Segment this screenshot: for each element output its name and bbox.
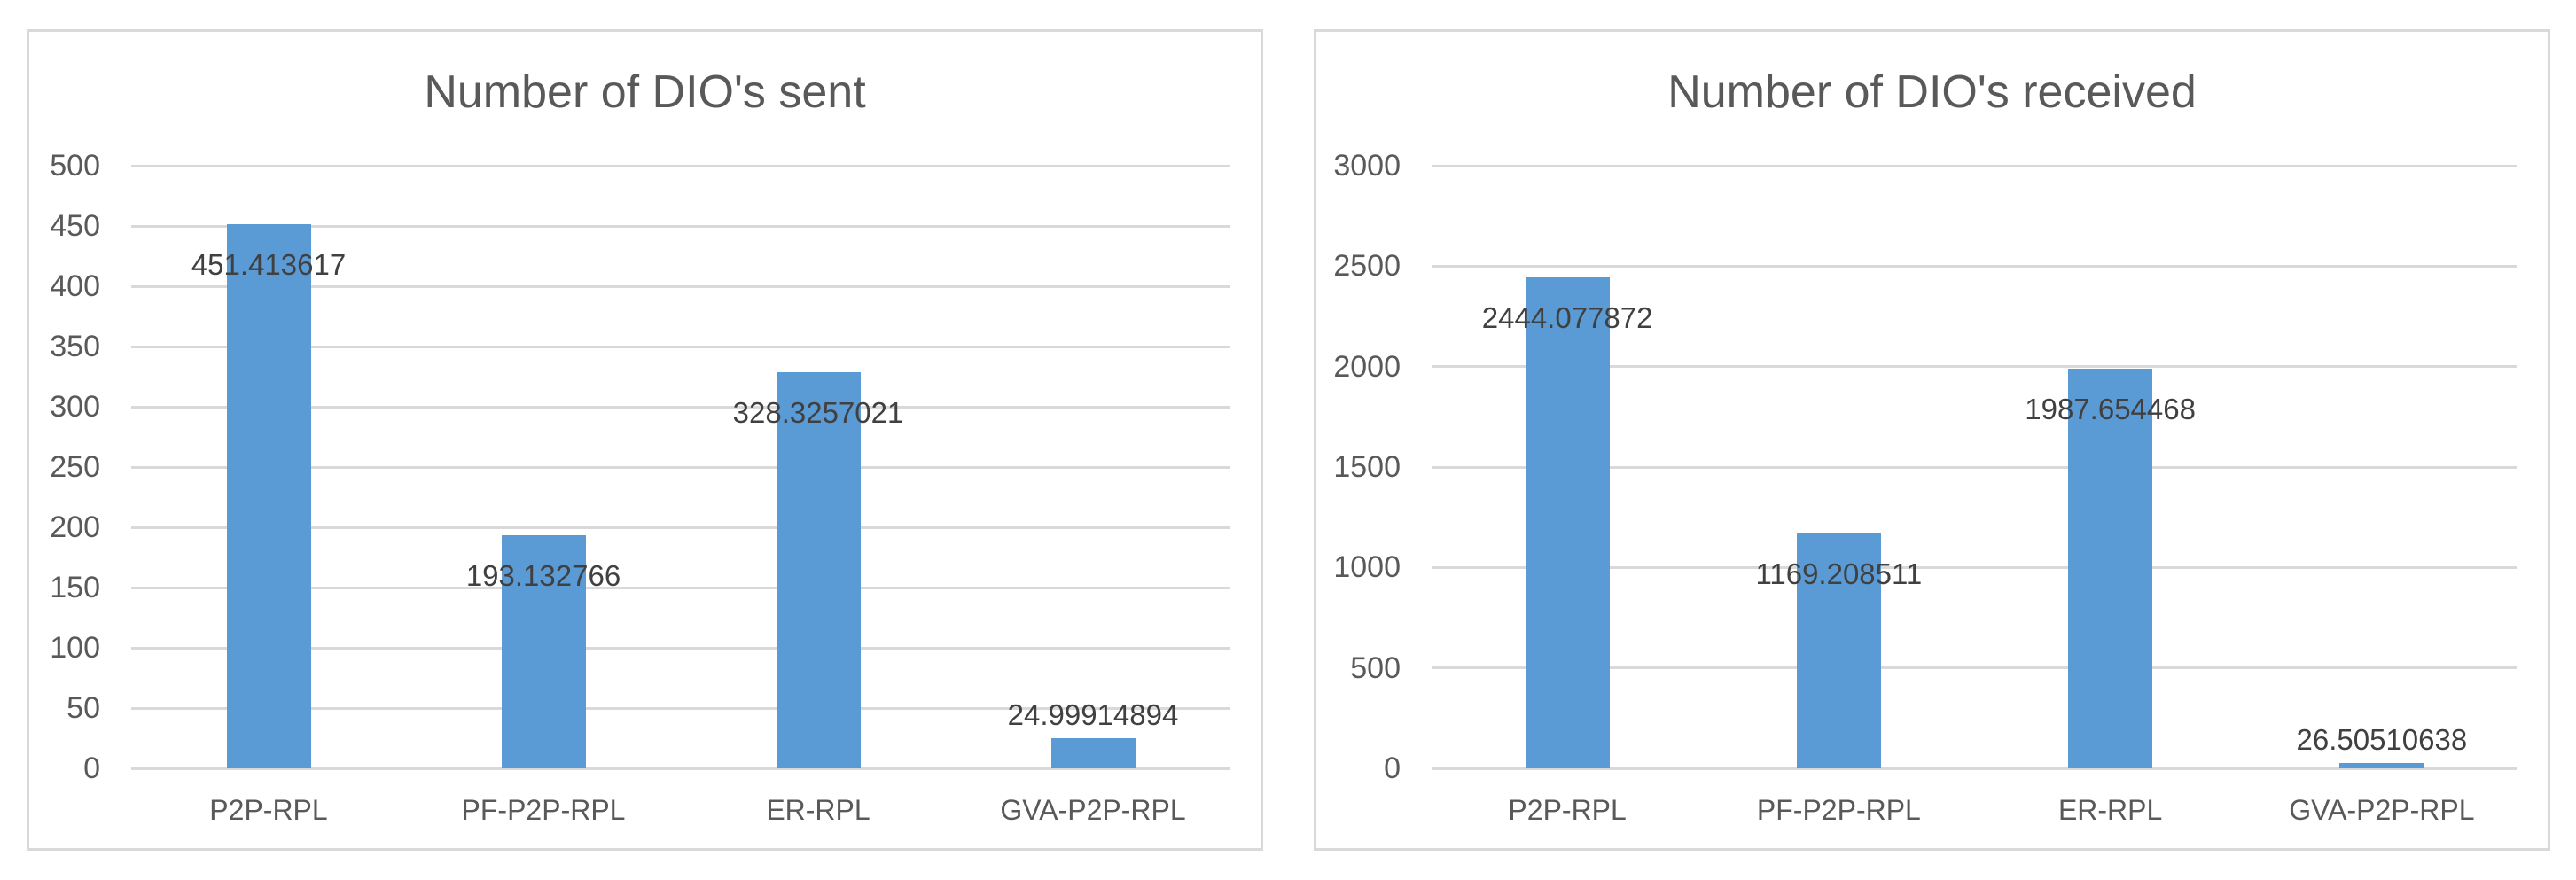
gridline-0 (1432, 767, 2517, 770)
gridline-500 (1432, 666, 2517, 670)
gridline-0 (131, 767, 1230, 770)
x-axis-category-label: ER-RPL (766, 794, 870, 826)
y-axis-tick-label: 500 (50, 149, 100, 183)
y-axis-tick-label: 350 (50, 330, 100, 363)
y-axis-tick-label: 1000 (1333, 550, 1401, 585)
bar-er-rpl (2068, 369, 2153, 768)
y-axis-tick-label: 250 (50, 450, 100, 484)
x-axis-category-label: GVA-P2P-RPL (2289, 794, 2475, 826)
gridline-350 (131, 345, 1230, 348)
gridline-400 (131, 284, 1230, 288)
y-axis-tick-label: 0 (83, 752, 100, 785)
y-axis-tick-label: 450 (50, 209, 100, 243)
y-axis-tick-label: 150 (50, 571, 100, 604)
plot-area-dio-sent: 0 50 100 150 200 250 300 350 400 450 500 451.413617… (29, 32, 1261, 848)
chart-title-dio-received: Number of DIO's received (1667, 66, 2197, 118)
gridline-250 (131, 465, 1230, 469)
bar-gva-p2p-rpl (2339, 762, 2424, 768)
data-label: 1987.654468 (2025, 393, 2196, 426)
data-label: 193.132766 (465, 559, 621, 593)
data-label: 26.50510638 (2296, 722, 2468, 756)
gridline-2500 (1432, 264, 2517, 268)
bar-er-rpl (776, 372, 861, 768)
data-label: 24.99914894 (1007, 698, 1179, 731)
chart-panel-dio-received: Number of DIO's received 0 500 1000 1500 200… (1314, 29, 2550, 851)
plot-area-dio-received: 0 500 1000 1500 2000 2500 3000 2444.077872 P2P-R… (1316, 32, 2548, 848)
gridline-100 (131, 646, 1230, 650)
bar-pf-p2p-rpl (1796, 533, 1881, 768)
y-axis-tick-label: 300 (50, 390, 100, 424)
y-axis-tick-label: 3000 (1333, 149, 1401, 183)
y-axis-tick-label: 2000 (1333, 349, 1401, 384)
gridline-150 (131, 586, 1230, 589)
y-axis-tick-label: 2500 (1333, 249, 1401, 284)
gridline-3000 (1432, 164, 2517, 167)
data-label: 1169.208511 (1755, 557, 1923, 590)
bar-p2p-rpl (226, 224, 311, 768)
chart-panel-dio-sent: Number of DIO's sent 0 50 100 150 200 250 300 3… (27, 29, 1263, 851)
data-label: 328.3257021 (732, 396, 904, 430)
x-axis-category-label: P2P-RPL (209, 794, 328, 826)
gridline-1500 (1432, 465, 2517, 469)
gridline-500 (131, 164, 1230, 167)
gridline-50 (131, 706, 1230, 710)
y-axis-tick-label: 500 (1350, 650, 1401, 685)
y-axis-tick-label: 0 (1384, 752, 1401, 785)
gridline-1000 (1432, 565, 2517, 569)
x-axis-category-label: PF-P2P-RPL (461, 794, 626, 826)
gridline-300 (131, 405, 1230, 409)
chart-title-dio-sent: Number of DIO's sent (424, 66, 866, 118)
y-axis-tick-label: 100 (50, 631, 100, 665)
data-label: 2444.077872 (1481, 301, 1653, 334)
gridline-450 (131, 224, 1230, 228)
gridline-2000 (1432, 365, 2517, 369)
x-axis-category-label: P2P-RPL (1508, 794, 1627, 826)
bar-pf-p2p-rpl (501, 535, 586, 768)
data-label: 451.413617 (191, 248, 347, 282)
y-axis-tick-label: 400 (50, 269, 100, 303)
bar-gva-p2p-rpl (1050, 738, 1136, 768)
gridline-200 (131, 526, 1230, 529)
x-axis-category-label: PF-P2P-RPL (1756, 794, 1921, 826)
y-axis-tick-label: 50 (66, 691, 100, 725)
y-axis-tick-label: 200 (50, 510, 100, 544)
bar-p2p-rpl (1525, 277, 1610, 768)
y-axis-tick-label: 1500 (1333, 450, 1401, 484)
x-axis-category-label: GVA-P2P-RPL (1000, 794, 1186, 826)
x-axis-category-label: ER-RPL (2057, 794, 2163, 826)
